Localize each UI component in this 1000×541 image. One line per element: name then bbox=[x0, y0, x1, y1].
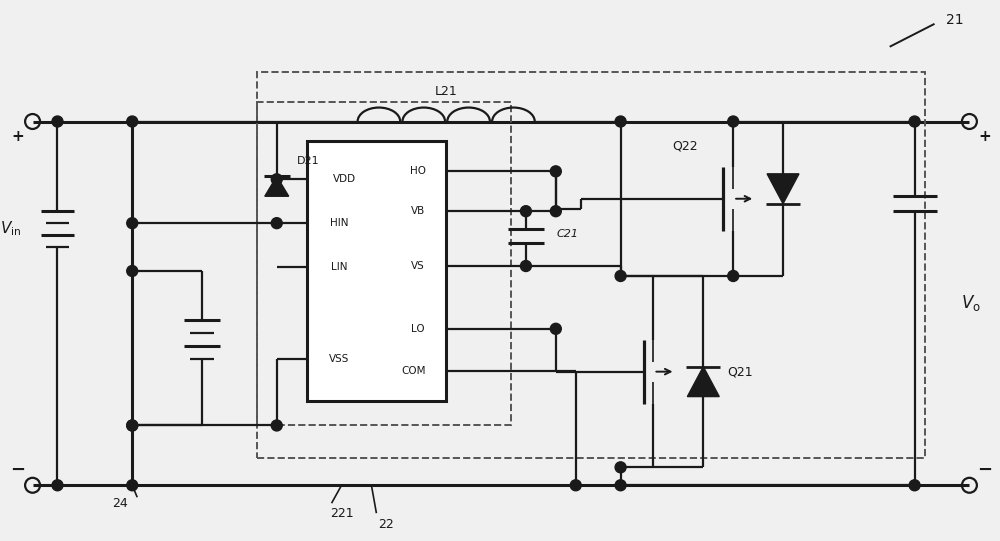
Circle shape bbox=[271, 217, 282, 229]
Bar bbox=[257, 102, 511, 425]
Text: 24: 24 bbox=[112, 497, 128, 510]
Circle shape bbox=[520, 261, 531, 272]
Text: HO: HO bbox=[410, 166, 426, 176]
Text: −: − bbox=[10, 461, 25, 479]
Text: C21: C21 bbox=[557, 229, 579, 239]
Circle shape bbox=[615, 480, 626, 491]
Circle shape bbox=[127, 420, 138, 431]
Circle shape bbox=[728, 116, 739, 127]
Polygon shape bbox=[767, 174, 799, 204]
Circle shape bbox=[615, 270, 626, 281]
Text: LIN: LIN bbox=[331, 262, 348, 272]
Text: VB: VB bbox=[411, 206, 425, 216]
Text: 22: 22 bbox=[379, 518, 394, 531]
Circle shape bbox=[127, 420, 138, 431]
Circle shape bbox=[127, 480, 138, 491]
Text: VS: VS bbox=[411, 261, 425, 271]
Circle shape bbox=[52, 480, 63, 491]
Circle shape bbox=[728, 270, 739, 281]
Circle shape bbox=[615, 116, 626, 127]
Circle shape bbox=[570, 480, 581, 491]
Circle shape bbox=[127, 116, 138, 127]
Circle shape bbox=[550, 166, 561, 177]
Text: Q22: Q22 bbox=[673, 140, 698, 153]
Text: +: + bbox=[978, 129, 991, 144]
Polygon shape bbox=[265, 176, 289, 196]
Polygon shape bbox=[687, 367, 719, 397]
Text: $V_{\rm in}$: $V_{\rm in}$ bbox=[0, 220, 21, 239]
Text: VSS: VSS bbox=[329, 354, 350, 364]
Circle shape bbox=[550, 324, 561, 334]
Text: HIN: HIN bbox=[330, 218, 349, 228]
Text: VDD: VDD bbox=[333, 174, 356, 184]
Circle shape bbox=[127, 266, 138, 276]
Bar bbox=[257, 71, 925, 458]
Text: COM: COM bbox=[401, 366, 426, 375]
Text: Q21: Q21 bbox=[727, 365, 753, 378]
Text: L21: L21 bbox=[435, 85, 458, 98]
Circle shape bbox=[520, 206, 531, 217]
Circle shape bbox=[909, 116, 920, 127]
Text: $V_{\rm o}$: $V_{\rm o}$ bbox=[961, 293, 981, 313]
Text: D21: D21 bbox=[297, 156, 320, 167]
Circle shape bbox=[52, 116, 63, 127]
Bar bbox=[307, 141, 446, 400]
Text: +: + bbox=[11, 129, 24, 144]
Circle shape bbox=[271, 420, 282, 431]
Circle shape bbox=[271, 174, 282, 185]
Circle shape bbox=[909, 480, 920, 491]
Text: 21: 21 bbox=[946, 13, 963, 27]
Text: −: − bbox=[977, 461, 992, 479]
Circle shape bbox=[615, 462, 626, 473]
Text: LO: LO bbox=[411, 324, 425, 334]
Circle shape bbox=[550, 206, 561, 217]
Circle shape bbox=[127, 217, 138, 229]
Text: 221: 221 bbox=[330, 507, 353, 520]
